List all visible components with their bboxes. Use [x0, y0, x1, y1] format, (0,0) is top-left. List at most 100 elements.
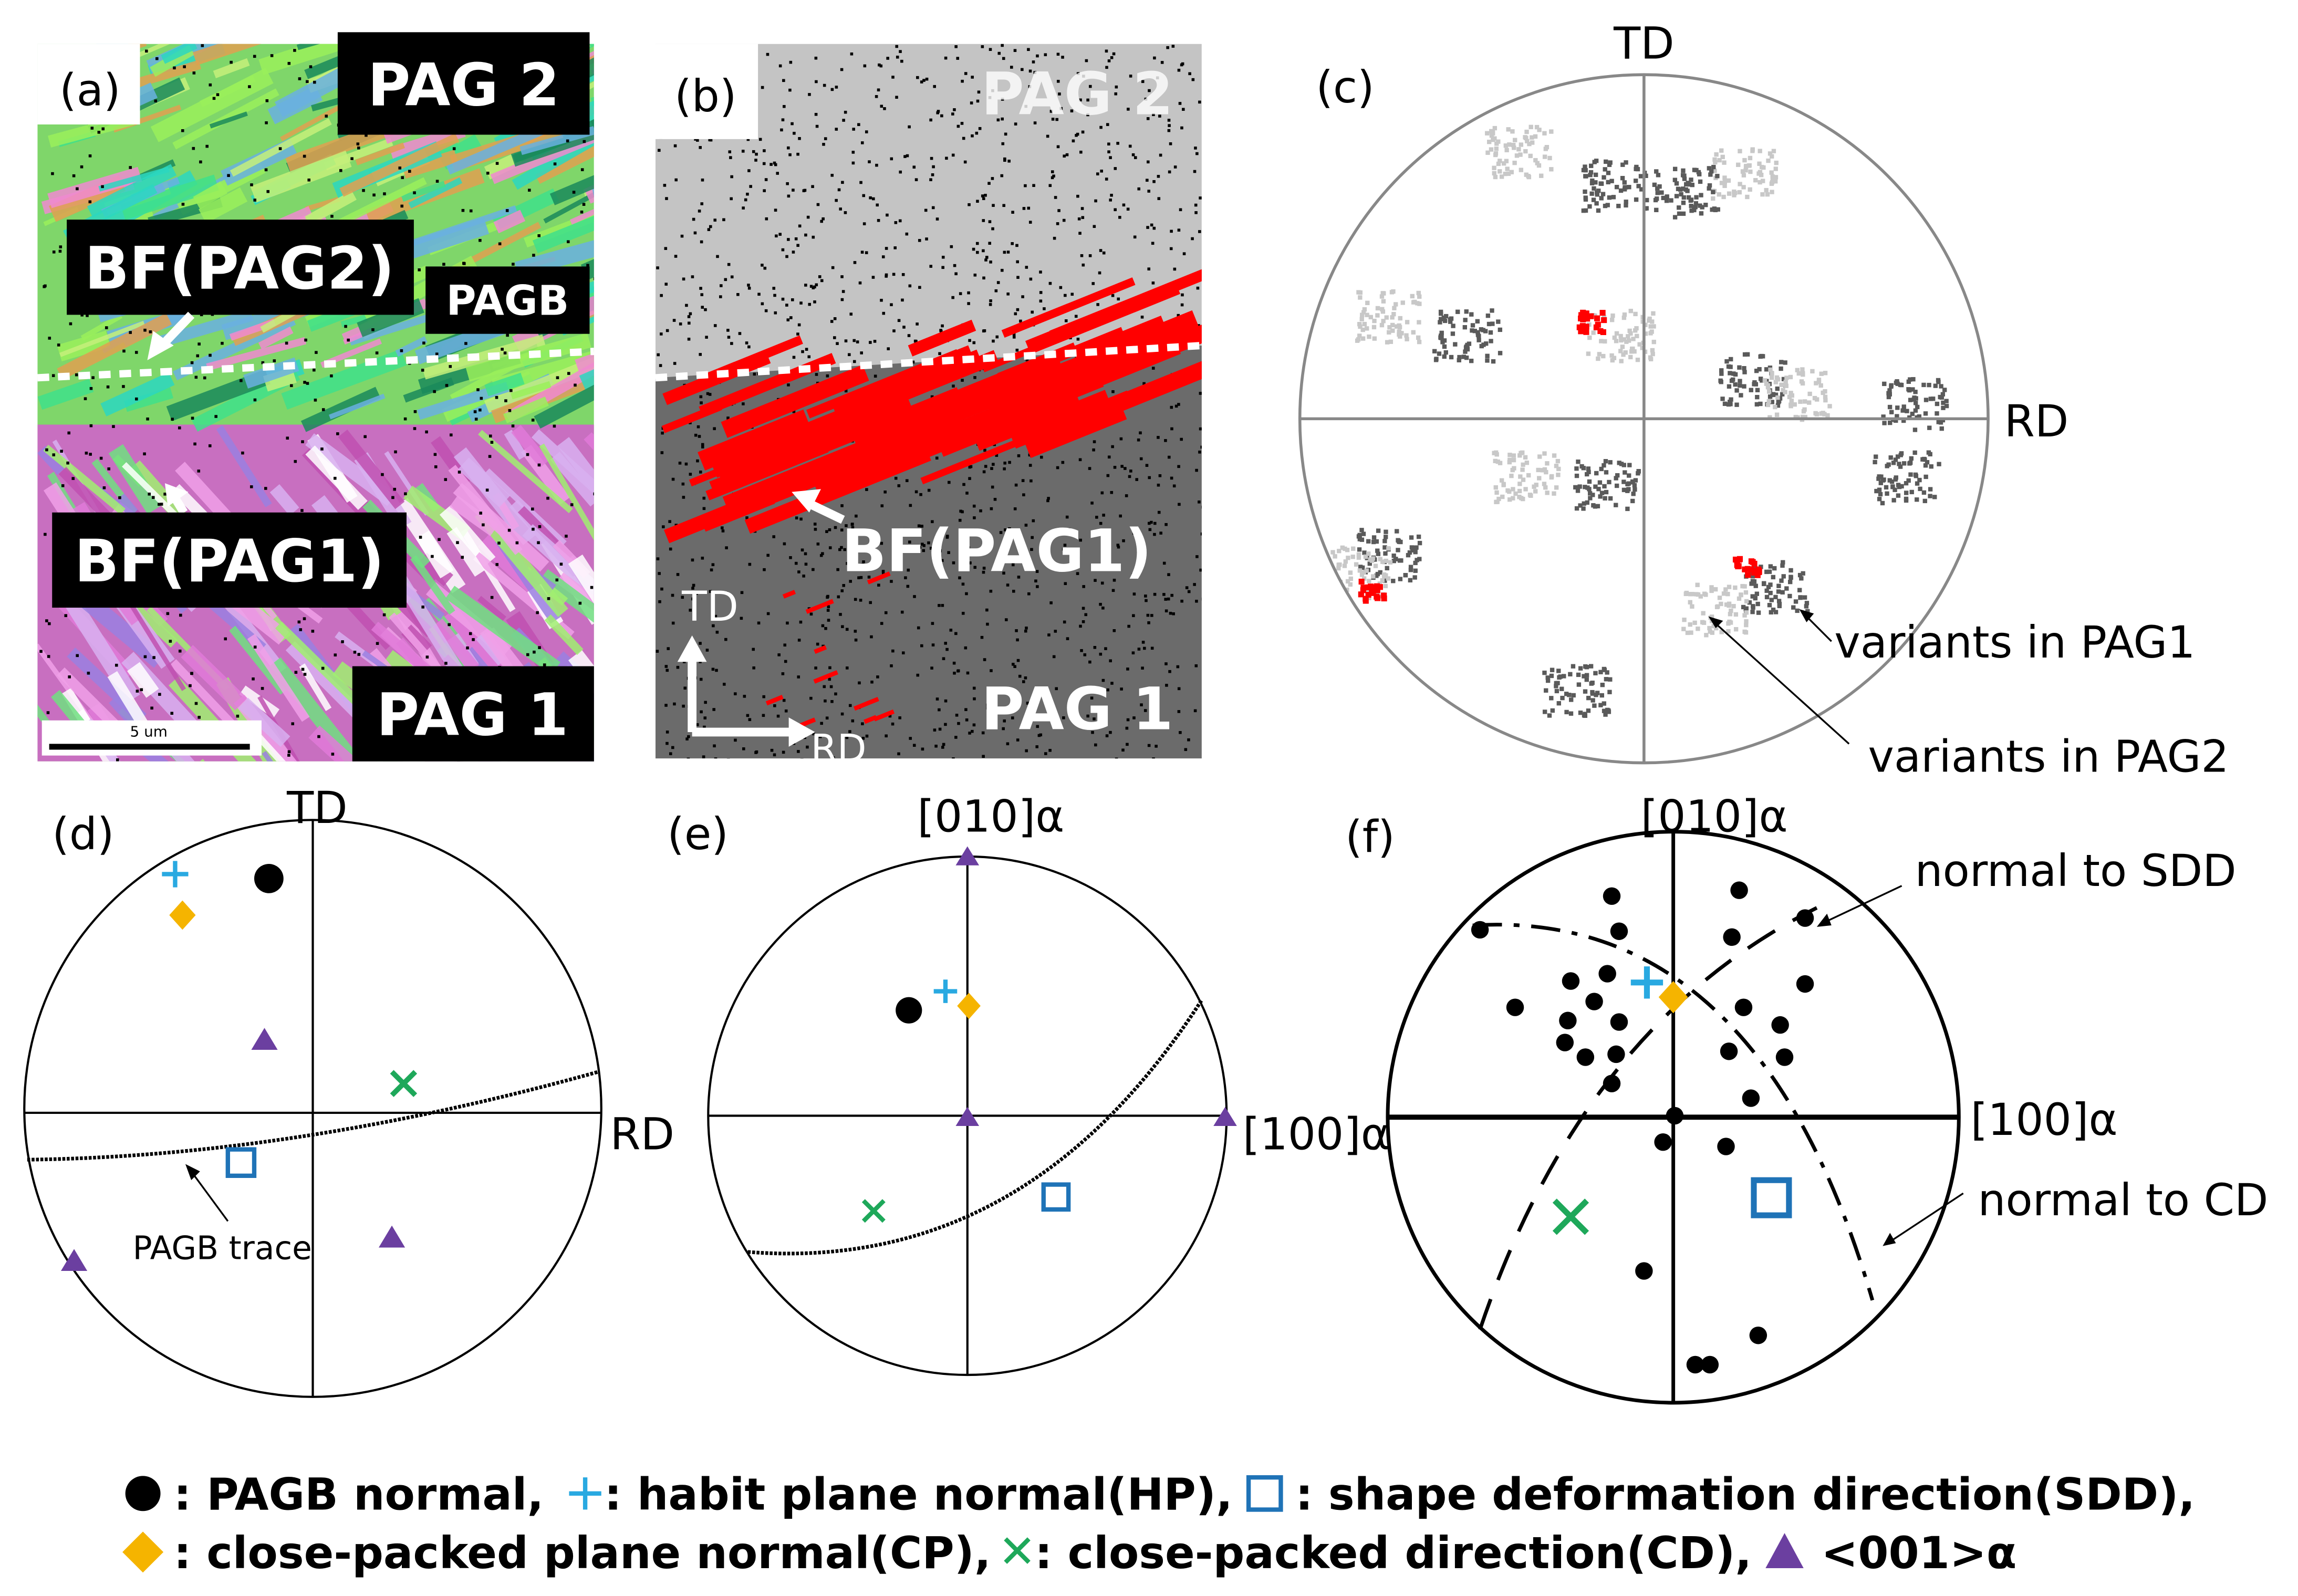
texture: [1594, 201, 1599, 206]
texture: [1172, 484, 1176, 488]
texture: [1709, 588, 1714, 593]
texture: [1340, 594, 1345, 599]
texture: [1358, 295, 1363, 300]
texture: [851, 151, 855, 154]
texture: [1545, 491, 1550, 495]
texture: [1085, 59, 1088, 62]
texture: [953, 264, 956, 267]
texture: [1610, 1013, 1628, 1031]
texture: [1398, 334, 1402, 339]
texture: [534, 361, 594, 429]
texture: [752, 150, 755, 153]
texture: [1408, 568, 1413, 572]
texture: [1086, 113, 1089, 117]
texture: [1348, 576, 1354, 581]
texture: [570, 503, 574, 506]
texture: [1682, 176, 1687, 181]
texture: [1796, 371, 1801, 376]
texture: [1543, 147, 1548, 151]
texture: [772, 287, 776, 290]
texture: [1596, 487, 1601, 492]
texture: [1052, 174, 1055, 178]
texture: [1196, 286, 1200, 290]
texture: [508, 409, 512, 412]
texture: [1015, 244, 1018, 247]
texture: [1747, 600, 1752, 605]
texture: [1780, 392, 1785, 397]
texture: [1804, 604, 1809, 609]
texture: [1076, 572, 1079, 575]
texture: [1485, 353, 1490, 358]
texture: [101, 185, 104, 189]
texture: [721, 364, 869, 438]
texture: [197, 470, 201, 473]
texture: [1697, 172, 1702, 176]
texture: [465, 332, 591, 382]
texture: [814, 645, 827, 654]
texture: [1086, 714, 1089, 718]
texture: [1795, 608, 1800, 613]
texture: [1887, 478, 1892, 483]
texture: [1592, 186, 1596, 191]
texture: [1003, 461, 1006, 465]
texture: [940, 114, 943, 118]
texture: [1810, 369, 1815, 374]
texture: [1168, 124, 1171, 127]
texture: [1620, 175, 1625, 181]
texture: [948, 481, 951, 484]
texture: [1008, 527, 1011, 530]
texture: [1380, 578, 1385, 583]
texture: [1935, 401, 1940, 406]
texture: [1743, 590, 1749, 595]
texture: [1379, 322, 1385, 328]
texture: [982, 197, 985, 201]
texture: [922, 544, 926, 547]
texture: [1598, 670, 1603, 674]
texture: [954, 736, 958, 739]
texture: [1198, 230, 1201, 233]
texture: [1579, 323, 1586, 329]
texture: [181, 645, 247, 711]
texture: [1116, 544, 1120, 547]
texture: [479, 512, 482, 515]
texture: [476, 388, 480, 391]
texture: [1184, 748, 1188, 752]
texture: [823, 685, 826, 689]
texture: [1357, 547, 1362, 552]
texture: [1070, 293, 1074, 296]
texture: [1499, 478, 1504, 483]
texture: [1889, 410, 1894, 414]
tag: PAG 2: [368, 51, 560, 120]
texture: [882, 311, 886, 315]
texture: [1874, 454, 1878, 459]
texture: [1678, 187, 1683, 192]
texture: [1581, 168, 1586, 173]
texture: [1904, 496, 1909, 502]
texture: [1591, 197, 1596, 202]
texture: [904, 576, 907, 579]
texture: [1362, 307, 1367, 312]
texture: [976, 99, 980, 103]
texture: [1526, 473, 1531, 478]
texture: [972, 504, 976, 508]
texture: [1396, 548, 1400, 552]
texture: [680, 234, 684, 238]
texture: [1025, 749, 1028, 753]
texture: [1391, 553, 1396, 558]
texture: [785, 255, 788, 258]
texture: [1182, 108, 1185, 111]
texture: [933, 85, 936, 88]
texture: [1391, 579, 1396, 583]
texture: [533, 650, 536, 654]
texture: [1004, 132, 1007, 136]
texture: [1711, 190, 1715, 194]
texture: [1583, 174, 1588, 179]
texture: [861, 737, 865, 740]
texture: [394, 450, 397, 454]
texture: [1823, 394, 1828, 399]
texture: [775, 234, 778, 238]
texture: [253, 398, 257, 402]
texture: [1374, 593, 1380, 600]
texture: [253, 55, 256, 58]
texture: [773, 294, 776, 297]
